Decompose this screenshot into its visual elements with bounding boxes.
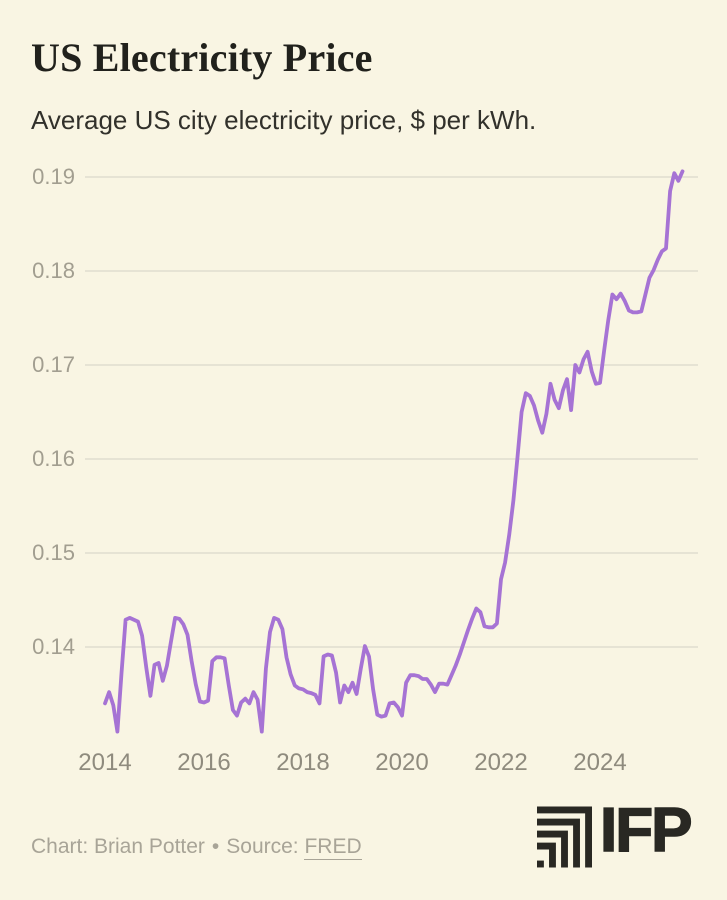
y-tick-label: 0.15 <box>32 540 75 565</box>
chart-credit: Chart: Brian Potter <box>31 835 205 858</box>
ifp-logo: IFP <box>537 795 702 870</box>
y-tick-label: 0.18 <box>32 258 75 283</box>
price-line <box>103 169 685 734</box>
chart-subtitle: Average US city electricity price, $ per… <box>31 105 537 135</box>
y-tick-label: 0.17 <box>32 352 75 377</box>
ifp-logo-mark-icon <box>537 806 592 868</box>
source-link-fred[interactable]: FRED <box>304 835 362 860</box>
y-tick-label: 0.19 <box>32 164 75 189</box>
y-tick-label: 0.16 <box>32 446 75 471</box>
ifp-logo-text: IFP <box>599 795 693 866</box>
bullet-separator: • <box>211 835 220 858</box>
source-label: Source: <box>226 835 299 858</box>
footer-credit: Chart: Brian Potter • Source: FRED <box>31 835 362 860</box>
logo-bracket <box>537 830 568 868</box>
x-tick-label: 2020 <box>375 749 429 776</box>
x-tick-label: 2018 <box>276 749 330 776</box>
logo-dot <box>537 860 544 868</box>
x-tick-label: 2014 <box>78 749 132 776</box>
logo-bracket <box>537 818 580 868</box>
logo-bracket <box>537 842 556 868</box>
logo-bracket <box>537 806 592 868</box>
x-tick-label: 2016 <box>177 749 231 776</box>
y-tick-label: 0.14 <box>32 634 75 659</box>
page-title: US Electricity Price <box>31 35 373 80</box>
x-tick-label: 2024 <box>573 749 627 776</box>
x-tick-label: 2022 <box>474 749 528 776</box>
